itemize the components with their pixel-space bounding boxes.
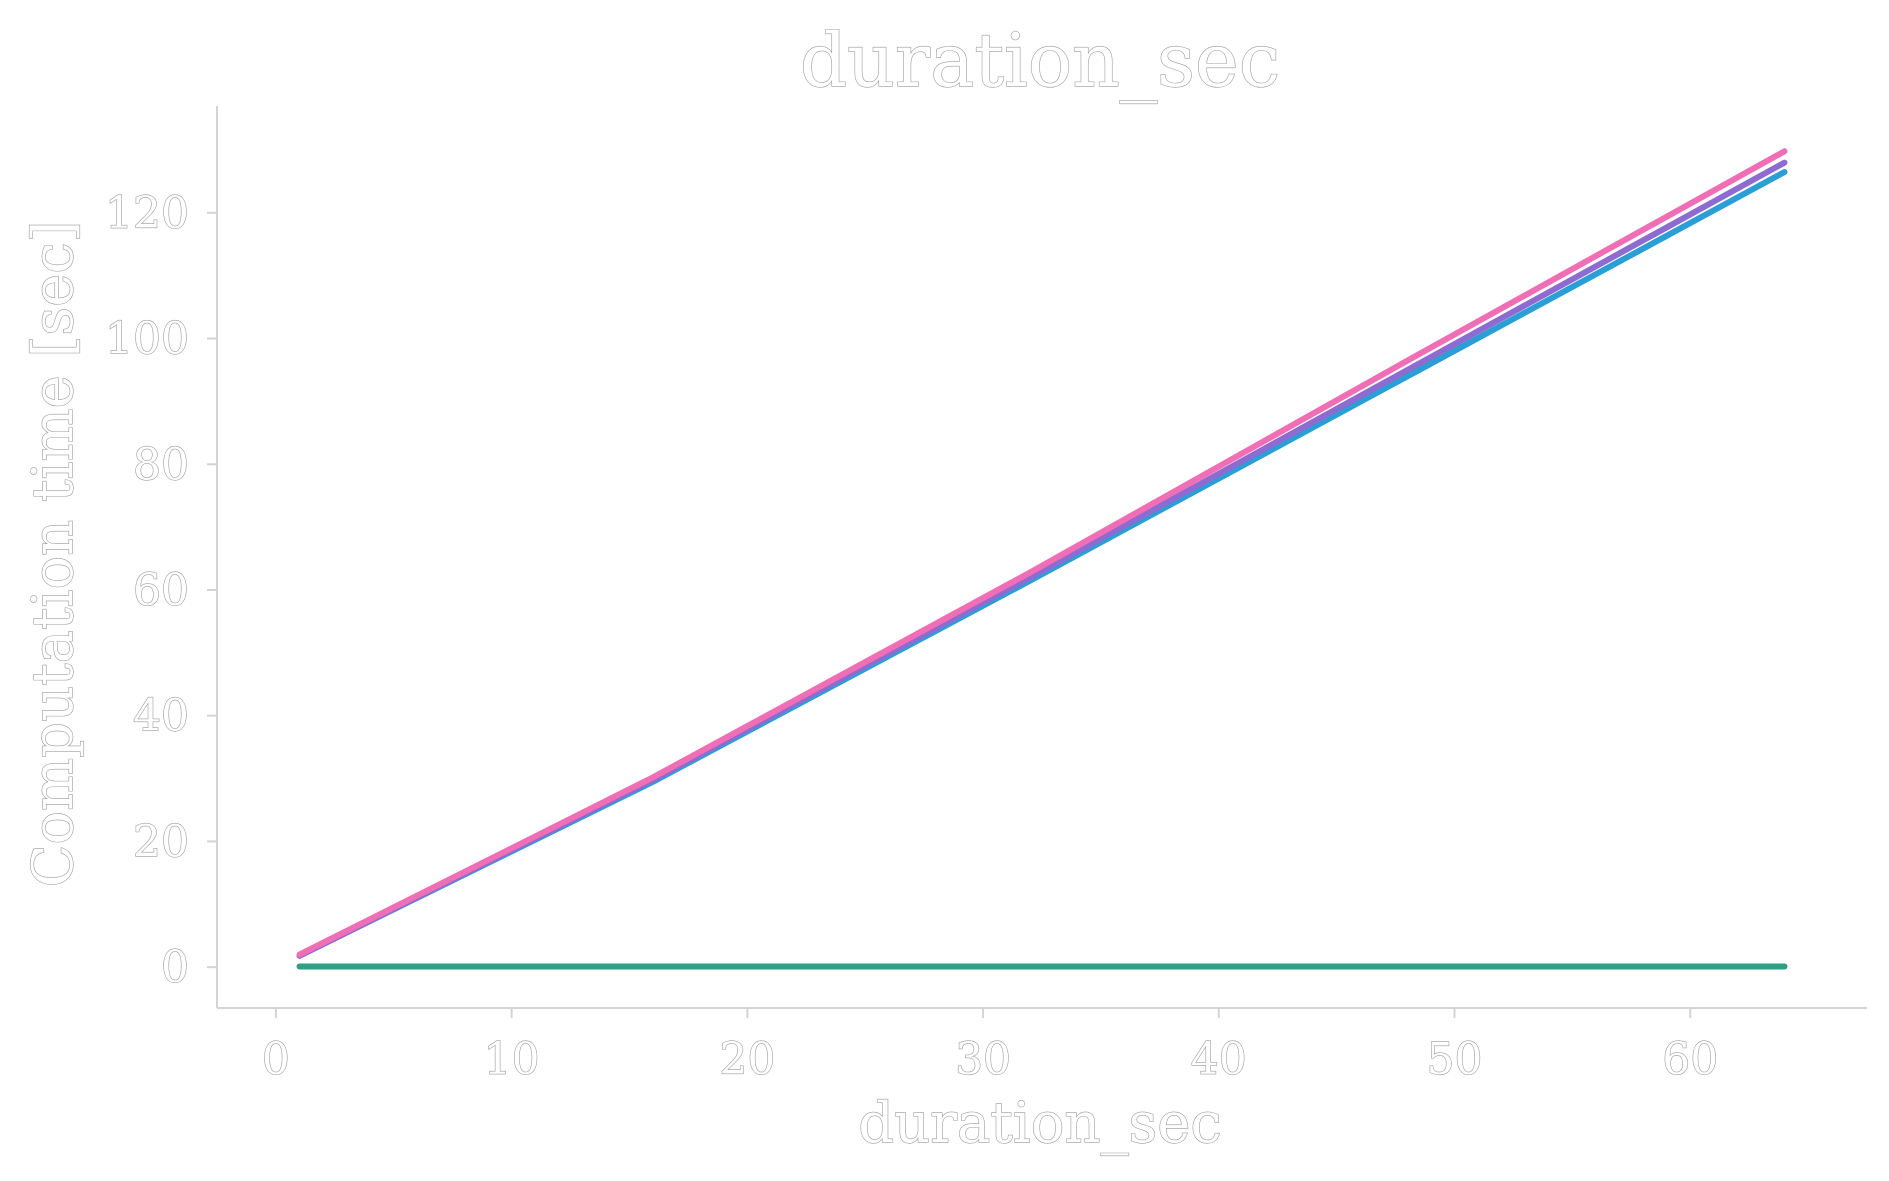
y-tick-label: 0 xyxy=(161,942,189,993)
x-tick-label: 50 xyxy=(1427,1034,1483,1085)
x-tick-label: 20 xyxy=(719,1034,775,1085)
x-tick-label: 0 xyxy=(262,1034,290,1085)
series-line-2 xyxy=(296,159,1788,959)
y-tick-label: 120 xyxy=(105,188,189,239)
y-tick-label: 60 xyxy=(133,565,189,616)
y-tick-label: 20 xyxy=(133,816,189,867)
x-tick-label: 60 xyxy=(1662,1034,1718,1085)
series-line-3 xyxy=(296,148,1788,958)
x-axis-label: duration_sec xyxy=(858,1091,1222,1156)
y-axis-label: Computation time [sec] xyxy=(21,221,86,888)
y-tick-label: 40 xyxy=(133,691,189,742)
x-tick-label: 30 xyxy=(955,1034,1011,1085)
axes: 0 10 20 30 40 50 60 0 20 40 60 80 100 120 xyxy=(104,106,1867,1086)
x-tick-label: 40 xyxy=(1191,1034,1247,1085)
y-tick-label: 100 xyxy=(105,314,189,365)
chart-title: duration_sec xyxy=(800,18,1280,104)
x-tick-label: 10 xyxy=(484,1034,540,1085)
y-tick-label: 80 xyxy=(133,439,189,490)
series-lines xyxy=(296,148,1788,970)
